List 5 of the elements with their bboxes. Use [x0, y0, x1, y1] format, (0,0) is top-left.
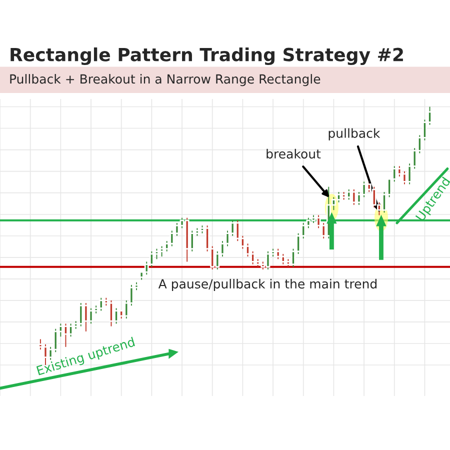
chart-subtitle: Pullback + Breakout in a Narrow Range Rectangle: [10, 74, 320, 86]
chart-title: Rectangle Pattern Trading Strategy #2: [10, 47, 403, 66]
annotation: pullback: [328, 128, 380, 140]
annotation: breakout: [266, 148, 321, 159]
annotation: A pause/pullback in the main trend: [158, 278, 376, 291]
